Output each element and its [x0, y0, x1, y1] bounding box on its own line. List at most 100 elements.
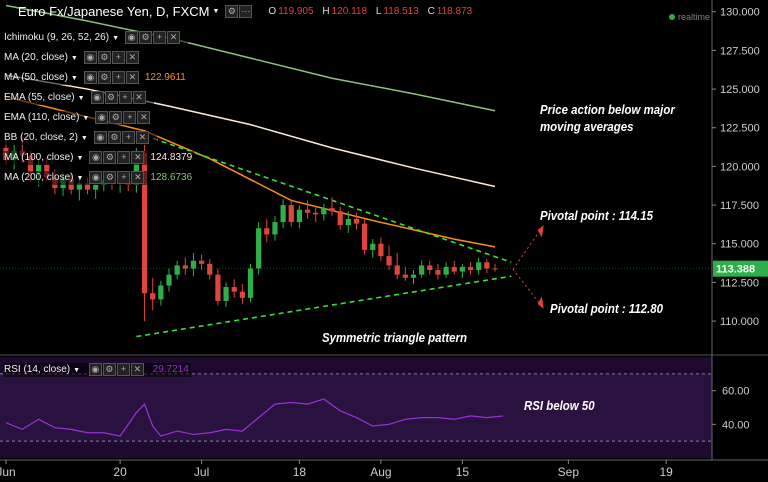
candle-body[interactable] [36, 164, 42, 173]
candle-body[interactable] [337, 211, 343, 226]
chevron-down-icon[interactable]: ▼ [76, 175, 84, 183]
candle-body[interactable] [174, 265, 180, 275]
candle-body[interactable] [150, 293, 156, 300]
close-icon[interactable]: ✕ [135, 131, 149, 144]
close-icon[interactable]: ✕ [125, 71, 139, 84]
candle-body[interactable] [443, 266, 449, 275]
candle-body[interactable] [370, 243, 376, 250]
candle-body[interactable] [247, 268, 254, 298]
candle-body[interactable] [321, 208, 327, 215]
candle-body[interactable] [353, 218, 360, 224]
candle-body[interactable] [76, 183, 82, 190]
rsi-legend[interactable]: RSI (14, close) ▼ ◉ ⚙ + ✕ 29.7214 [4, 363, 191, 377]
candle-body[interactable] [378, 243, 384, 257]
settings-icon[interactable]: ⚙ [104, 91, 118, 104]
add-icon[interactable]: + [111, 71, 125, 84]
candle-body[interactable] [362, 223, 368, 250]
symbol-title[interactable]: Euro Fx/Japanese Yen, D, FXCM [18, 3, 210, 19]
indicator-row[interactable]: EMA (55, close) ▼ ◉ ⚙ + ✕ [4, 91, 154, 105]
settings-icon[interactable]: ⚙ [97, 71, 111, 84]
candle-body[interactable] [427, 265, 433, 271]
indicator-row[interactable]: MA (20, close) ▼ ◉ ⚙ + ✕ [4, 51, 147, 65]
candle-body[interactable] [84, 183, 91, 190]
chevron-down-icon[interactable]: ▼ [212, 7, 220, 15]
close-icon[interactable]: ✕ [167, 31, 180, 44]
close-icon[interactable]: ✕ [130, 363, 144, 376]
candle-body[interactable] [410, 274, 417, 278]
candle-body[interactable] [476, 262, 482, 271]
add-icon[interactable]: + [123, 111, 137, 124]
chevron-down-icon[interactable]: ▼ [76, 155, 84, 163]
chevron-down-icon[interactable]: ▼ [82, 115, 90, 123]
add-icon[interactable]: + [121, 131, 135, 144]
more-icon[interactable]: ⋯ [239, 4, 253, 18]
settings-icon[interactable]: ⚙ [97, 51, 111, 64]
eye-icon[interactable]: ◉ [93, 131, 107, 144]
candle-body[interactable] [304, 209, 311, 213]
candle-body[interactable] [419, 265, 425, 275]
chevron-down-icon[interactable]: ▼ [73, 367, 81, 375]
add-icon[interactable]: + [111, 51, 125, 64]
add-icon[interactable]: + [116, 363, 130, 376]
add-icon[interactable]: + [117, 171, 131, 184]
close-icon[interactable]: ✕ [131, 151, 145, 164]
chevron-down-icon[interactable]: ▼ [77, 95, 85, 103]
indicator-row[interactable]: BB (20, close, 2) ▼ ◉ ⚙ + ✕ [4, 131, 157, 145]
chevron-down-icon[interactable]: ▼ [80, 135, 88, 143]
settings-icon[interactable]: ⚙ [102, 363, 116, 376]
eye-icon[interactable]: ◉ [95, 111, 109, 124]
eye-icon[interactable]: ◉ [89, 151, 103, 164]
candle-body[interactable] [467, 266, 474, 271]
candle-body[interactable] [402, 274, 408, 278]
indicator-row[interactable]: MA (100, close) ▼ ◉ ⚙ + ✕ 124.8379 [4, 151, 195, 165]
indicator-row[interactable]: EMA (110, close) ▼ ◉ ⚙ + ✕ [4, 111, 159, 125]
candle-body[interactable] [182, 265, 188, 269]
candle-body[interactable] [207, 263, 213, 275]
add-icon[interactable]: + [117, 151, 131, 164]
eye-icon[interactable]: ◉ [88, 363, 102, 376]
add-icon[interactable]: + [153, 31, 166, 44]
candle-body[interactable] [141, 152, 148, 294]
candle-body[interactable] [190, 260, 197, 269]
indicator-row[interactable]: MA (200, close) ▼ ◉ ⚙ + ✕ 128.6736 [4, 171, 195, 185]
candle-body[interactable] [288, 205, 294, 223]
candle-body[interactable] [459, 266, 465, 272]
candle-body[interactable] [223, 287, 229, 301]
candle-body[interactable] [264, 228, 270, 235]
candle-body[interactable] [386, 256, 392, 266]
eye-icon[interactable]: ◉ [83, 51, 97, 64]
close-icon[interactable]: ✕ [132, 91, 146, 104]
candle-body[interactable] [158, 285, 164, 300]
candle-body[interactable] [484, 262, 490, 269]
add-icon[interactable]: + [118, 91, 132, 104]
candle-body[interactable] [199, 260, 205, 264]
candle-body[interactable] [231, 287, 237, 292]
candle-body[interactable] [239, 291, 245, 298]
chevron-down-icon[interactable]: ▼ [70, 55, 78, 63]
candle-body[interactable] [256, 228, 262, 269]
close-icon[interactable]: ✕ [125, 51, 139, 64]
settings-icon[interactable]: ⚙ [109, 111, 123, 124]
candle-body[interactable] [93, 184, 99, 190]
candle-body[interactable] [329, 208, 335, 212]
chevron-down-icon[interactable]: ▼ [70, 75, 78, 83]
settings-icon[interactable]: ⚙ [103, 171, 117, 184]
candle-body[interactable] [435, 270, 441, 275]
candle-body[interactable] [313, 212, 319, 215]
candle-body[interactable] [451, 266, 457, 272]
eye-icon[interactable]: ◉ [83, 71, 97, 84]
indicator-row[interactable]: Ichimoku (9, 26, 52, 26) ▼ ◉ ⚙ + ✕ [4, 31, 188, 45]
close-icon[interactable]: ✕ [137, 111, 151, 124]
candle-body[interactable] [272, 222, 278, 235]
candle-body[interactable] [394, 265, 400, 275]
eye-icon[interactable]: ◉ [125, 31, 138, 44]
eye-icon[interactable]: ◉ [90, 91, 104, 104]
candle-body[interactable] [345, 218, 351, 226]
eye-icon[interactable]: ◉ [89, 171, 103, 184]
settings-icon[interactable]: ⚙ [139, 31, 152, 44]
candle-body[interactable] [215, 274, 221, 301]
candle-body[interactable] [280, 205, 286, 223]
settings-icon[interactable]: ⚙ [103, 151, 117, 164]
indicator-row[interactable]: MA (50, close) ▼ ◉ ⚙ + ✕ 122.9611 [4, 71, 188, 85]
